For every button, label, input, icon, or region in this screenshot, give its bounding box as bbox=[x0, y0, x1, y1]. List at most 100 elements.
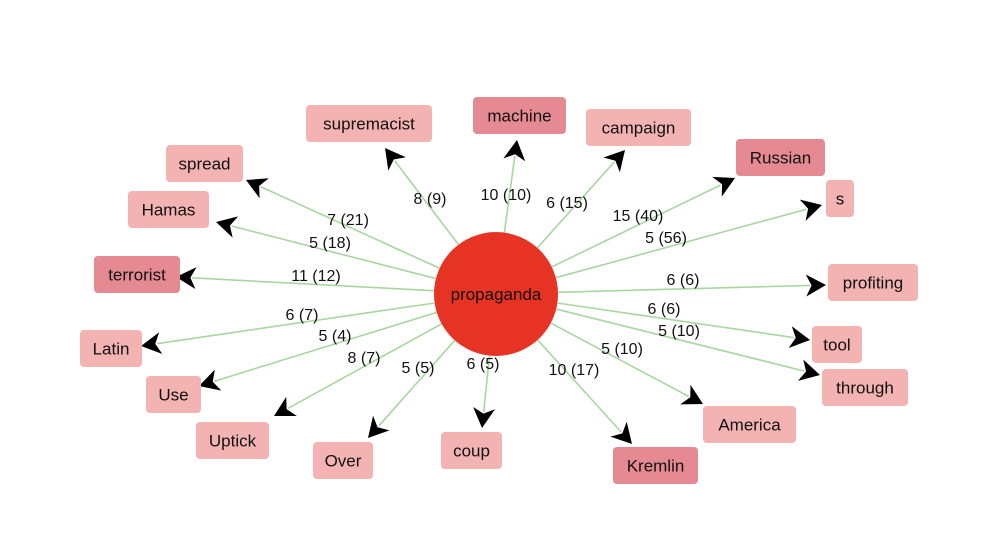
node-latin[interactable]: Latin bbox=[80, 330, 142, 367]
node-box[interactable] bbox=[812, 326, 862, 363]
node-terrorist[interactable]: terrorist bbox=[94, 256, 180, 293]
edge-line bbox=[551, 184, 721, 268]
node-box[interactable] bbox=[146, 376, 201, 413]
node-label: America bbox=[718, 416, 781, 435]
node-box[interactable] bbox=[822, 369, 908, 406]
node-kremlin[interactable]: Kremlin bbox=[613, 447, 698, 484]
arrowhead-icon bbox=[503, 140, 526, 162]
node-box[interactable] bbox=[586, 109, 691, 146]
node-uptick[interactable]: Uptick bbox=[196, 422, 269, 459]
node-box[interactable] bbox=[166, 145, 243, 182]
node-box[interactable] bbox=[196, 422, 269, 459]
edge-line bbox=[482, 355, 491, 413]
node-box[interactable] bbox=[826, 180, 854, 217]
node-spread[interactable]: spread bbox=[166, 145, 243, 182]
node-label: Uptick bbox=[209, 432, 257, 451]
node-box[interactable] bbox=[441, 432, 502, 469]
arrowhead-icon bbox=[805, 274, 826, 297]
edge-weight-label: 5 (4) bbox=[319, 328, 352, 345]
node-label: Use bbox=[158, 386, 188, 405]
node-label: campaign bbox=[602, 119, 676, 138]
node-over[interactable]: Over bbox=[313, 442, 373, 479]
node-box[interactable] bbox=[703, 406, 796, 443]
edge-machine: 10 (10) bbox=[481, 140, 531, 233]
edge-line bbox=[550, 322, 690, 398]
edge-line bbox=[557, 302, 795, 339]
edge-s: 5 (56) bbox=[555, 199, 822, 279]
node-box[interactable] bbox=[94, 256, 180, 293]
node-hamas[interactable]: Hamas bbox=[128, 191, 209, 228]
node-box[interactable] bbox=[613, 447, 698, 484]
edge-weight-label: 11 (12) bbox=[291, 268, 341, 285]
node-through[interactable]: through bbox=[822, 369, 908, 406]
arrowhead-icon bbox=[799, 199, 822, 221]
edge-weight-label: 8 (7) bbox=[348, 350, 381, 367]
arrowhead-icon bbox=[274, 396, 297, 417]
edge-weight-label: 6 (6) bbox=[667, 272, 700, 289]
edge-terrorist: 11 (12) bbox=[176, 267, 435, 292]
node-label: supremacist bbox=[323, 115, 415, 134]
node-box[interactable] bbox=[306, 105, 432, 142]
node-profiting[interactable]: profiting bbox=[828, 264, 918, 301]
node-label: spread bbox=[179, 155, 231, 174]
node-america[interactable]: America bbox=[703, 406, 796, 443]
center-node[interactable]: propaganda bbox=[434, 232, 558, 356]
node-s[interactable]: s bbox=[826, 180, 854, 217]
node-russian[interactable]: Russian bbox=[736, 139, 825, 176]
node-coup[interactable]: coup bbox=[441, 432, 502, 469]
arrowhead-icon bbox=[473, 406, 496, 428]
edge-weight-label: 15 (40) bbox=[613, 208, 664, 225]
edge-over: 5 (5) bbox=[368, 339, 456, 438]
node-label: tool bbox=[823, 336, 850, 355]
edge-line bbox=[260, 185, 440, 270]
node-box[interactable] bbox=[473, 97, 566, 134]
edge-uptick: 8 (7) bbox=[274, 323, 443, 417]
edge-america: 5 (10) bbox=[550, 322, 703, 405]
edge-kremlin: 10 (17) bbox=[537, 339, 632, 444]
arrowhead-icon bbox=[368, 415, 390, 438]
edge-weight-label: 5 (10) bbox=[658, 323, 700, 340]
edge-hamas: 5 (18) bbox=[216, 216, 437, 280]
node-campaign[interactable]: campaign bbox=[586, 109, 691, 146]
node-label: Latin bbox=[93, 340, 130, 359]
node-box[interactable] bbox=[736, 139, 825, 176]
node-supremacist[interactable]: supremacist bbox=[306, 105, 432, 142]
arrowhead-icon bbox=[797, 359, 820, 381]
center-node-circle[interactable] bbox=[434, 232, 558, 356]
center-node-label: propaganda bbox=[451, 285, 542, 304]
arrowhead-icon bbox=[216, 216, 239, 238]
edge-weight-label: 6 (7) bbox=[286, 307, 319, 324]
edge-weight-label: 5 (10) bbox=[601, 341, 643, 358]
node-box[interactable] bbox=[128, 191, 209, 228]
node-box[interactable] bbox=[313, 442, 373, 479]
edge-line bbox=[378, 339, 456, 427]
edge-use: 5 (4) bbox=[199, 311, 438, 391]
node-tool[interactable]: tool bbox=[812, 326, 862, 363]
node-machine[interactable]: machine bbox=[473, 97, 566, 134]
node-label: machine bbox=[487, 107, 551, 126]
node-box[interactable] bbox=[80, 330, 142, 367]
arrowhead-icon bbox=[141, 332, 163, 354]
edge-latin: 6 (7) bbox=[141, 302, 435, 354]
node-label: Kremlin bbox=[627, 457, 685, 476]
edge-weight-label: 6 (5) bbox=[467, 356, 500, 373]
node-box[interactable] bbox=[828, 264, 918, 301]
node-label: Over bbox=[325, 452, 362, 471]
arrowhead-icon bbox=[199, 369, 222, 391]
edge-line bbox=[231, 225, 437, 280]
edge-line bbox=[503, 155, 516, 233]
node-label: Hamas bbox=[142, 201, 196, 220]
node-label: s bbox=[836, 190, 845, 209]
edge-spread: 7 (21) bbox=[246, 178, 440, 270]
node-label: profiting bbox=[843, 274, 903, 293]
edge-line bbox=[156, 302, 435, 345]
node-use[interactable]: Use bbox=[146, 376, 201, 413]
edge-weight-label: 10 (17) bbox=[549, 362, 600, 379]
edge-weight-label: 7 (21) bbox=[327, 212, 369, 229]
node-label: Russian bbox=[750, 149, 811, 168]
edge-line bbox=[394, 160, 460, 246]
arrowhead-icon bbox=[603, 150, 625, 173]
edge-weight-label: 5 (5) bbox=[402, 360, 435, 377]
node-label: through bbox=[836, 379, 894, 398]
